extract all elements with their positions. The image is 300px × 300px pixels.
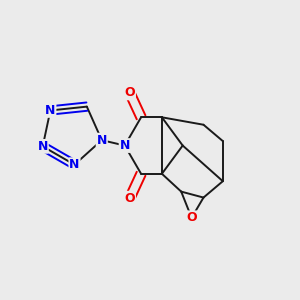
Text: N: N: [97, 134, 107, 147]
Text: N: N: [45, 104, 56, 117]
Text: O: O: [124, 192, 135, 205]
Text: O: O: [186, 211, 197, 224]
Text: O: O: [124, 86, 135, 99]
Text: N: N: [119, 139, 130, 152]
Text: N: N: [69, 158, 80, 171]
Text: N: N: [38, 140, 48, 153]
